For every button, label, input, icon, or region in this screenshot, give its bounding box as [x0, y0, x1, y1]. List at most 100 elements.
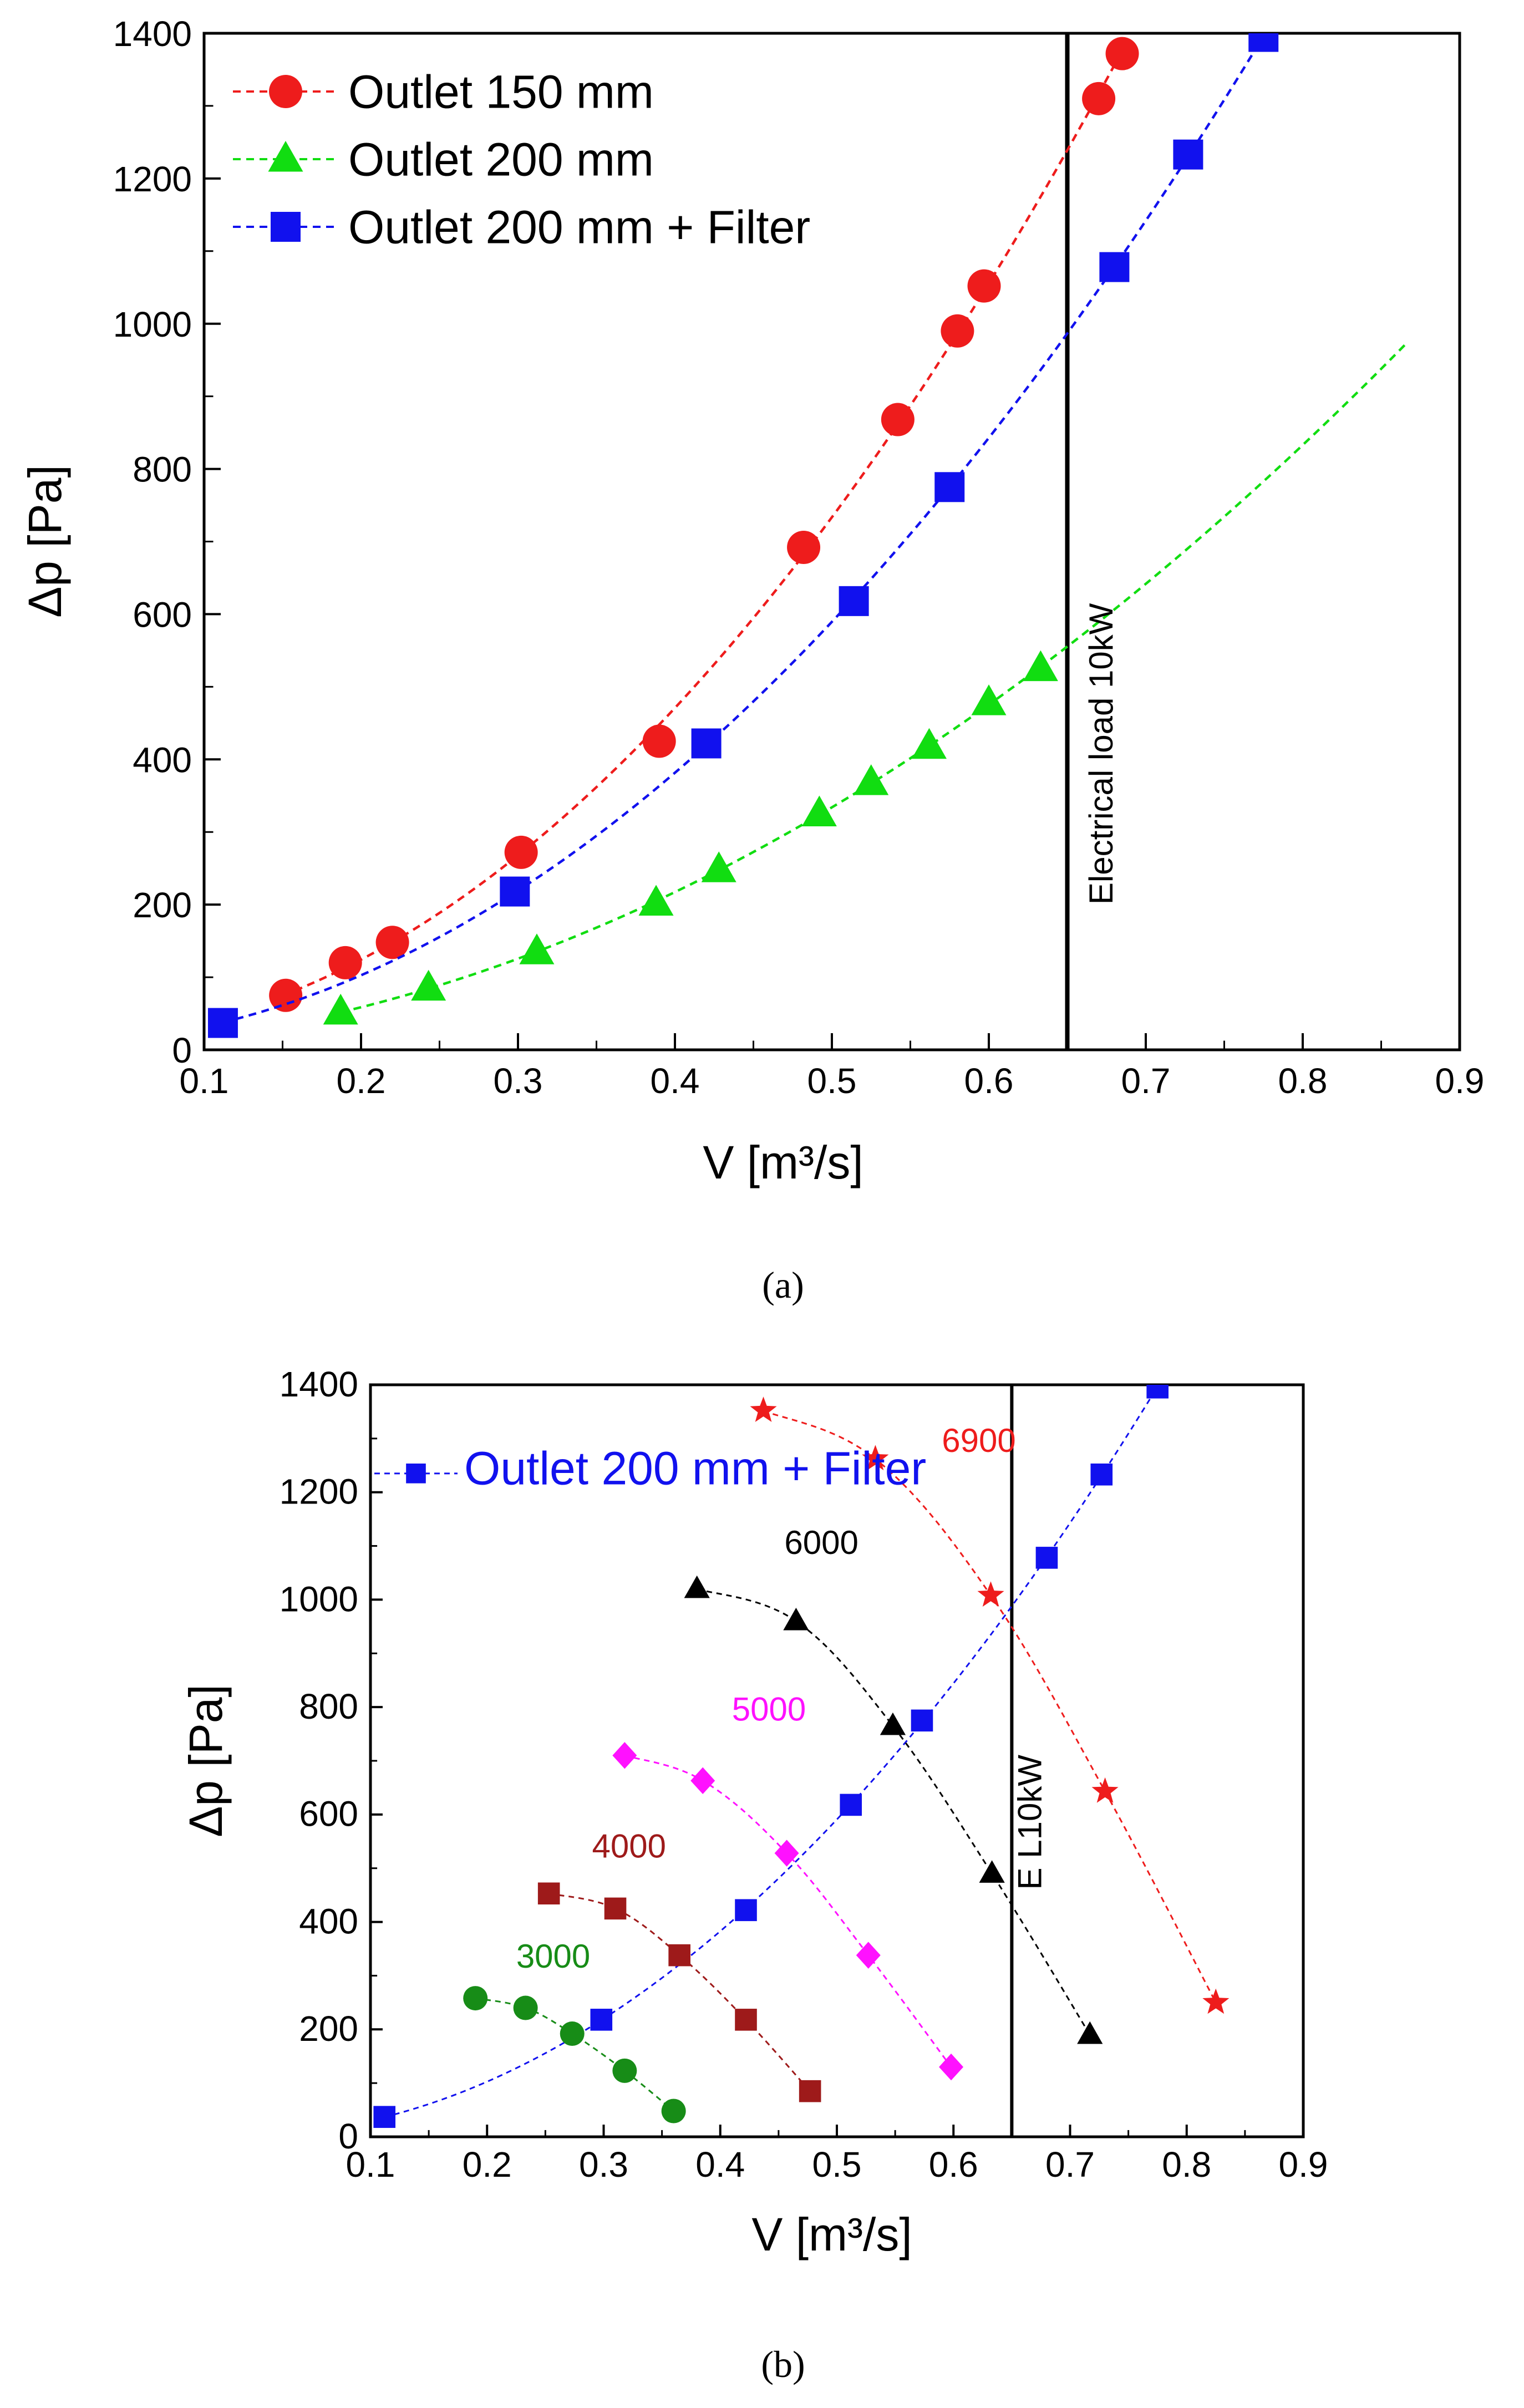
plot-frame [202, 32, 1461, 1051]
x-tick-label: 0.2 [463, 2145, 512, 2185]
data-point [328, 946, 362, 979]
series-outlet-200-mm-filter [207, 33, 1279, 1038]
data-point [862, 1445, 889, 1471]
data-point [839, 586, 869, 616]
data-point [207, 1008, 238, 1038]
data-point [269, 978, 303, 1012]
data-point [783, 1607, 809, 1630]
data-point [519, 933, 555, 964]
legend-label: Outlet 200 mm [348, 133, 654, 185]
data-point [880, 1712, 906, 1735]
data-point [500, 876, 530, 907]
data-point [1248, 33, 1279, 52]
x-axis-title: V [m³/s] [703, 1136, 863, 1188]
data-point [411, 969, 446, 1001]
data-point [537, 1882, 560, 1905]
series-line [697, 1588, 1091, 2035]
y-tick-label: 1400 [280, 1364, 358, 1404]
series-outlet-150-mm [269, 37, 1139, 1012]
x-axis-title: V [m³/s] [751, 2208, 912, 2260]
series-4000 [537, 1882, 821, 2102]
data-point [774, 1840, 799, 1867]
series-6000 [684, 1575, 1103, 2044]
data-point [690, 1767, 715, 1795]
legend-label: Outlet 200 mm + Filter [348, 201, 810, 253]
data-point [373, 2106, 396, 2128]
x-tick-label: 0.1 [346, 2145, 395, 2185]
x-tick-label: 0.4 [695, 2145, 745, 2185]
x-tick-label: 0.9 [1435, 1061, 1485, 1101]
legend-label: Outlet 150 mm [348, 65, 654, 118]
data-point [856, 1942, 881, 1969]
x-tick-label: 0.5 [812, 2145, 862, 2185]
series-line [763, 1410, 1217, 2003]
data-point [463, 1986, 488, 2011]
data-point [934, 472, 965, 502]
legend-marker [406, 1463, 426, 1484]
legend-entry: Outlet 200 mm + Filter [233, 201, 810, 253]
series-5000 [612, 1742, 964, 2081]
x-tick-label: 0.5 [807, 1061, 857, 1101]
series-3000 [463, 1986, 686, 2123]
x-tick-label: 0.6 [929, 2145, 978, 2185]
y-tick-label: 200 [133, 885, 192, 925]
data-point [979, 1860, 1005, 1883]
plot-frame [369, 1383, 1305, 2138]
y-tick-label: 1000 [113, 304, 192, 344]
data-point [1202, 1988, 1230, 2014]
data-point [939, 2053, 964, 2081]
data-point [691, 728, 722, 759]
y-tick-label: 1200 [113, 159, 192, 199]
data-point [1035, 1547, 1058, 1569]
legend-entry: Outlet 150 mm [233, 65, 654, 118]
data-point [854, 764, 889, 795]
data-point [735, 1899, 757, 1922]
legend-marker [271, 212, 301, 242]
data-point [612, 1742, 637, 1769]
series-label-6000: 6000 [784, 1524, 858, 1561]
series-outlet-200-mm-filter [373, 1385, 1169, 2128]
data-point [375, 926, 409, 959]
x-tick-label: 0.1 [180, 1061, 229, 1101]
x-tick-label: 0.8 [1278, 1061, 1328, 1101]
x-tick-label: 0.8 [1162, 2145, 1211, 2185]
data-point [612, 2058, 637, 2083]
data-point [911, 728, 947, 759]
series-line [222, 35, 1265, 1024]
x-tick-label: 0.2 [337, 1061, 386, 1101]
y-tick-label: 600 [133, 595, 192, 634]
series-outlet-200-mm [323, 344, 1406, 1025]
data-point [840, 1794, 862, 1816]
x-tick-label: 0.3 [494, 1061, 543, 1101]
data-point [799, 2080, 821, 2102]
data-point [604, 1897, 627, 1920]
series-line [282, 50, 1124, 997]
y-tick-label: 400 [299, 1901, 358, 1941]
data-point [1090, 1463, 1113, 1486]
series-6900 [750, 1396, 1230, 2014]
legend-marker [268, 141, 303, 172]
data-point [1091, 1777, 1119, 1803]
y-tick-label: 800 [133, 450, 192, 490]
data-point [750, 1396, 777, 1422]
data-point [638, 885, 674, 916]
data-point [1082, 82, 1116, 115]
data-point [1099, 252, 1130, 282]
y-tick-label: 600 [299, 1794, 358, 1834]
chart-panel-a: 0.1 0.2 0.3 0.4 0.5 0.6 0.7 0.8 0.9 0 200 400 600 800… [19, 14, 1484, 1188]
series-label-4000: 4000 [592, 1827, 666, 1865]
y-tick-label: 400 [133, 740, 192, 780]
legend-label: Outlet 200 mm + Filter [464, 1442, 926, 1494]
caption-a: (a) [762, 1264, 804, 1306]
data-point [560, 2021, 585, 2046]
caption-b: (b) [761, 2343, 805, 2385]
series-label-3000: 3000 [516, 1938, 590, 1975]
data-point [1105, 37, 1139, 70]
data-point [801, 795, 837, 826]
data-point [701, 851, 736, 882]
data-point [323, 993, 358, 1025]
electrical-load-label: Electrical load 10kW [1083, 603, 1120, 905]
data-point [642, 724, 676, 758]
legend-marker [269, 75, 302, 108]
